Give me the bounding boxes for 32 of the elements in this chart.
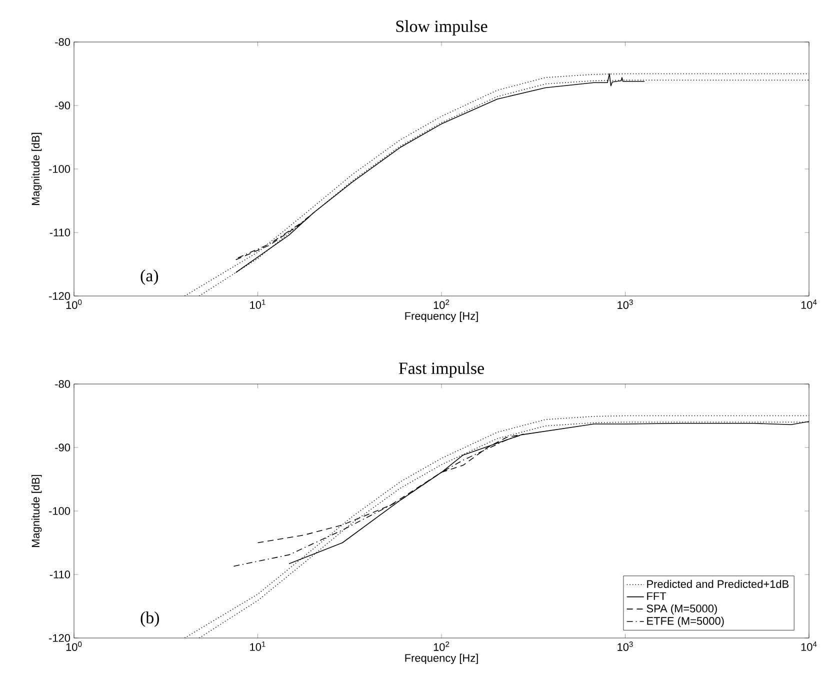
annotation: (b) (140, 612, 159, 627)
x-tick-label: 10$^{2}$ (434, 642, 450, 651)
y-tick-label: -90 (55, 444, 70, 452)
chart-title: Fast impulse (398, 362, 484, 378)
x-axis-title: Frequency [Hz] (405, 312, 478, 322)
x-tick-label: 10$^{2}$ (434, 300, 450, 309)
y-tick-label: -80 (55, 380, 70, 388)
x-tick-label: 10$^{3}$ (618, 642, 633, 651)
chart-title: Slow impulse (396, 20, 488, 36)
x-tick-label: 10$^{4}$ (801, 300, 817, 309)
y-tick-label: -90 (55, 102, 70, 110)
x-axis-title: Frequency [Hz] (405, 654, 478, 664)
y-axis-title: Magnitude [dB] (31, 474, 42, 547)
y-tick-label: -110 (50, 228, 70, 236)
annotation: (a) (140, 270, 158, 285)
y-tick-label: -120 (49, 292, 70, 300)
x-tick-label: 10$^{1}$ (250, 300, 266, 309)
x-tick-label: 10$^{0}$ (66, 642, 82, 651)
y-tick-label: -100 (49, 507, 70, 515)
y-axis-title: Magnitude [dB] (31, 132, 42, 205)
x-tick-label: 10$^{1}$ (250, 642, 266, 651)
legend-label: ETFE (M=5000) (647, 616, 724, 627)
y-tick-label: -110 (50, 570, 70, 578)
x-tick-label: 10$^{3}$ (618, 300, 633, 309)
y-tick-label: -100 (49, 165, 70, 173)
x-tick-label: 10$^{0}$ (66, 300, 82, 309)
legend-label: Predicted and Predicted+1dB (647, 580, 789, 588)
y-tick-label: -80 (55, 38, 70, 46)
legend-label: SPA (M=5000) (646, 604, 717, 615)
legend-label: FFT (647, 592, 666, 600)
x-tick-label: 10$^{4}$ (801, 642, 817, 651)
y-tick-label: -120 (49, 634, 70, 642)
